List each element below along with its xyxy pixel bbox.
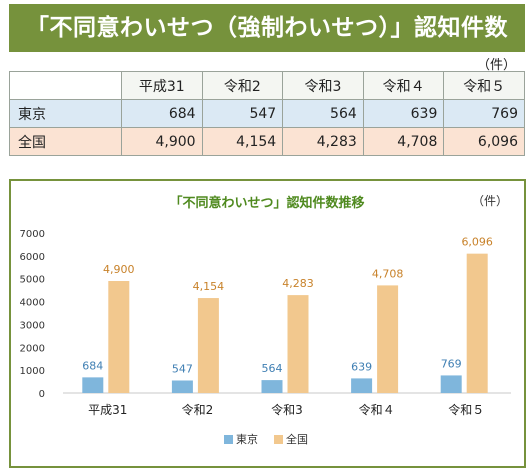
data-label: 547 xyxy=(172,362,193,375)
table-cell: 6,096 xyxy=(443,127,525,156)
page-title: 「不同意わいせつ（強制わいせつ）」認知件数 xyxy=(9,4,525,52)
bar-tokyo xyxy=(82,377,104,393)
bar-chart: 「不同意わいせつ」認知件数推移 （件） 0 1000 2000 3000 4000 5000 6… xyxy=(20,194,511,446)
bar-tokyo xyxy=(261,380,283,393)
table-cell: 4,283 xyxy=(282,127,364,156)
y-tick-label: 0 xyxy=(39,389,45,400)
table-cell: 4,708 xyxy=(362,127,445,156)
data-label: 684 xyxy=(82,359,103,372)
data-label: 4,154 xyxy=(193,280,225,293)
row-label: 全国 xyxy=(9,127,122,156)
table-cell: 684 xyxy=(121,99,203,128)
table-corner-cell xyxy=(9,71,122,100)
legend-label: 全国 xyxy=(286,432,308,446)
bar-national xyxy=(287,295,309,393)
x-tick-label: 令和５ xyxy=(448,402,484,417)
data-label: 6,096 xyxy=(461,236,493,249)
data-label: 4,708 xyxy=(372,267,404,280)
y-tick-label: 7000 xyxy=(20,229,45,240)
table-header-row: 平成31 令和2 令和3 令和４ 令和５ xyxy=(9,71,525,100)
table-cell: 639 xyxy=(362,99,445,128)
y-tick-label: 1000 xyxy=(20,366,45,377)
legend-swatch xyxy=(274,435,283,444)
table-cell: 769 xyxy=(443,99,525,128)
legend-swatch xyxy=(224,435,233,444)
row-label: 東京 xyxy=(9,99,122,128)
bar-national xyxy=(108,281,130,393)
table-cell: 4,154 xyxy=(201,127,284,156)
column-header: 令和2 xyxy=(201,71,284,100)
bar-national xyxy=(377,285,399,393)
chart-unit-label: （件） xyxy=(472,194,508,208)
x-tick-label: 令和3 xyxy=(271,402,303,417)
chart-container: 「不同意わいせつ」認知件数推移 （件） 0 1000 2000 3000 4000 5000 6… xyxy=(9,179,526,468)
bar-tokyo xyxy=(171,380,193,393)
table-cell: 564 xyxy=(282,99,364,128)
data-label: 4,283 xyxy=(282,277,314,290)
column-header: 令和3 xyxy=(282,71,364,100)
data-label: 639 xyxy=(351,360,372,373)
data-table: 平成31 令和2 令和3 令和４ 令和５ 東京 684 547 564 639 … xyxy=(9,71,525,156)
table-cell: 4,900 xyxy=(121,127,203,156)
column-header: 令和５ xyxy=(443,71,525,100)
data-label: 769 xyxy=(441,357,462,370)
x-tick-label: 令和2 xyxy=(182,402,214,417)
y-tick-label: 2000 xyxy=(20,343,45,354)
bar-tokyo xyxy=(440,375,462,393)
x-tick-label: 平成31 xyxy=(88,403,127,417)
y-tick-label: 6000 xyxy=(20,252,45,263)
table-cell: 547 xyxy=(201,99,284,128)
bar-national xyxy=(466,253,488,393)
column-header: 令和４ xyxy=(362,71,445,100)
x-tick-label: 令和４ xyxy=(359,402,395,417)
table-unit-label: （件） xyxy=(476,58,516,73)
chart-title: 「不同意わいせつ」認知件数推移 xyxy=(169,195,364,211)
legend-label: 東京 xyxy=(236,432,258,446)
y-tick-label: 4000 xyxy=(20,298,45,309)
data-label: 564 xyxy=(262,362,283,375)
table-row-national: 全国 4,900 4,154 4,283 4,708 6,096 xyxy=(9,127,525,156)
column-header: 平成31 xyxy=(121,71,203,100)
table-row-tokyo: 東京 684 547 564 639 769 xyxy=(9,99,525,128)
data-label: 4,900 xyxy=(103,263,135,276)
y-tick-label: 5000 xyxy=(20,275,45,286)
bar-national xyxy=(197,298,219,393)
bar-tokyo xyxy=(351,378,373,393)
y-tick-label: 3000 xyxy=(20,320,45,331)
